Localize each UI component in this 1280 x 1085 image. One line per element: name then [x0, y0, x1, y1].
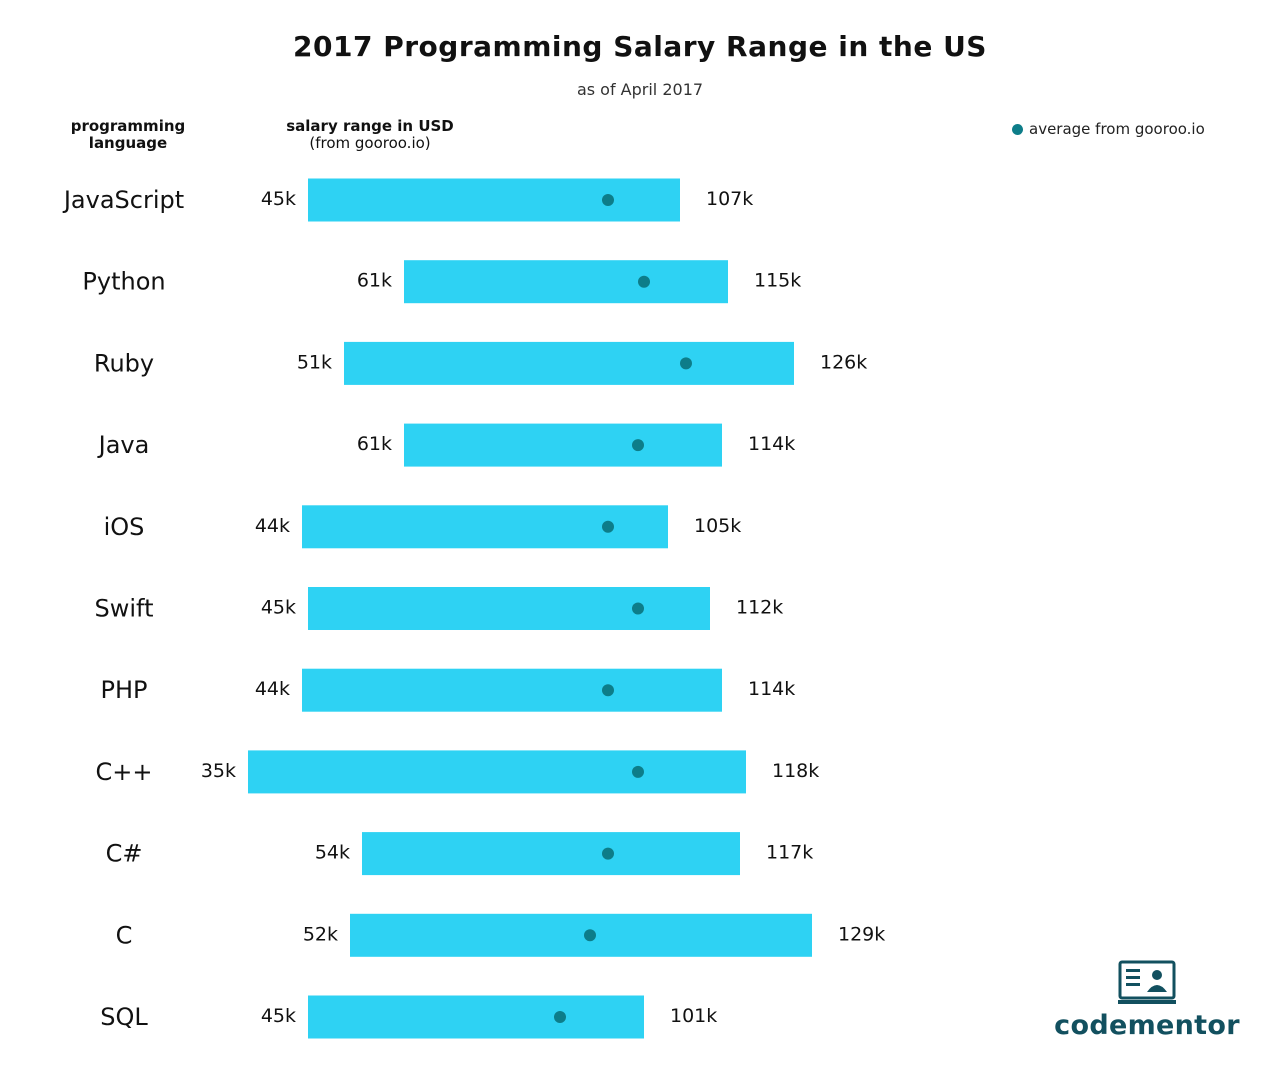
min-label-cplusplus: 35k — [201, 760, 236, 782]
max-label-sql: 101k — [670, 1005, 717, 1027]
salary-header-line1: salary range in USD — [286, 117, 454, 135]
average-marker-ruby — [680, 357, 692, 370]
language-label-csharp: C# — [106, 840, 143, 868]
min-label-swift: 45k — [261, 597, 296, 619]
min-label-sql: 45k — [261, 1005, 296, 1027]
range-bar-csharp — [362, 832, 740, 876]
chart-subtitle: as of April 2017 — [576, 80, 704, 99]
average-marker-java — [632, 439, 644, 452]
language-label-java: Java — [97, 431, 150, 459]
average-marker-python — [638, 275, 650, 288]
language-label-python: Python — [82, 268, 165, 296]
range-bar-swift — [308, 587, 710, 630]
max-label-swift: 112k — [736, 597, 783, 619]
legend-average-marker — [1012, 123, 1023, 135]
min-label-c: 52k — [303, 923, 338, 945]
min-label-javascript: 45k — [261, 188, 296, 210]
chart-title: 2017 Programming Salary Range in the US — [293, 30, 987, 63]
average-marker-javascript — [602, 194, 614, 206]
range-bar-python — [404, 260, 728, 304]
range-bar-java — [404, 423, 722, 467]
range-bar-php — [302, 668, 722, 712]
legend-average-label: average from gooroo.io — [1029, 120, 1205, 138]
average-marker-sql — [554, 1011, 566, 1023]
max-label-ios: 105k — [694, 515, 741, 537]
salary-column-header: salary range in USD (from gooroo.io) — [270, 118, 470, 152]
min-label-csharp: 54k — [315, 842, 350, 864]
min-label-python: 61k — [357, 270, 392, 292]
language-label-php: PHP — [101, 676, 148, 704]
language-label-sql: SQL — [100, 1003, 148, 1031]
max-label-javascript: 107k — [706, 188, 753, 210]
language-label-c: C — [116, 921, 133, 949]
language-header-line2: language — [88, 134, 168, 152]
language-label-ruby: Ruby — [94, 349, 154, 377]
min-label-php: 44k — [255, 678, 290, 700]
min-label-ruby: 51k — [297, 351, 332, 373]
chart-legend: average from gooroo.io — [1012, 120, 1205, 138]
language-label-cplusplus: C++ — [96, 758, 153, 786]
language-label-ios: iOS — [104, 513, 145, 541]
range-bar-ruby — [344, 341, 794, 385]
max-label-php: 114k — [748, 678, 795, 700]
average-marker-ios — [602, 520, 614, 533]
codementor-logo-text: codementor — [1054, 1010, 1240, 1041]
range-bar-cplusplus — [248, 750, 746, 794]
range-bar-sql — [308, 995, 644, 1039]
codementor-logo: codementor — [1052, 960, 1242, 1041]
max-label-cplusplus: 118k — [772, 760, 819, 782]
average-marker-csharp — [602, 847, 614, 860]
language-header-line1: programming — [70, 117, 186, 135]
average-marker-cplusplus — [632, 765, 644, 778]
salary-header-line2: (from gooroo.io) — [309, 134, 431, 152]
max-label-ruby: 126k — [820, 351, 867, 373]
min-label-ios: 44k — [255, 515, 290, 537]
min-label-java: 61k — [357, 433, 392, 455]
average-marker-c — [584, 929, 596, 942]
language-label-javascript: JavaScript — [62, 186, 184, 214]
max-label-java: 114k — [748, 433, 795, 455]
language-column-header: programming language — [58, 118, 198, 152]
range-bar-c — [350, 913, 812, 957]
language-label-swift: Swift — [95, 595, 154, 623]
max-label-python: 115k — [754, 270, 801, 292]
codementor-icon — [1118, 960, 1176, 1004]
max-label-c: 129k — [838, 923, 885, 945]
average-marker-swift — [632, 602, 644, 615]
range-bar-javascript — [308, 178, 680, 222]
max-label-csharp: 117k — [766, 842, 813, 864]
average-marker-php — [602, 684, 614, 697]
